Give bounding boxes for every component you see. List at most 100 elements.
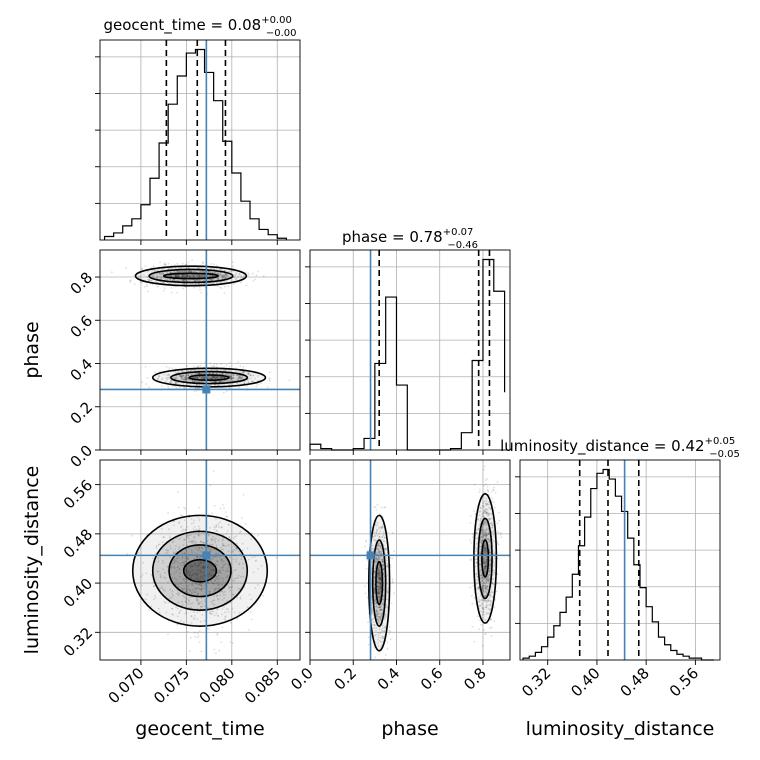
sample-point	[375, 556, 378, 559]
sample-point	[215, 376, 218, 378]
sample-point	[178, 593, 180, 595]
sample-point	[203, 274, 206, 277]
sample-point	[469, 586, 472, 589]
contour-line	[188, 374, 230, 381]
sample-point	[185, 275, 188, 278]
sample-point	[471, 602, 474, 605]
sample-point	[202, 375, 205, 378]
sample-point	[230, 377, 232, 380]
sample-point	[183, 279, 186, 282]
sample-point	[237, 378, 240, 381]
sample-point	[208, 377, 211, 380]
sample-point	[376, 575, 379, 577]
sample-point	[193, 540, 196, 542]
sample-point	[185, 581, 188, 584]
sample-point	[183, 519, 186, 522]
sample-point	[378, 615, 381, 618]
sample-point	[247, 381, 250, 384]
sample-point	[196, 266, 199, 269]
sample-point	[384, 549, 387, 552]
sample-point	[209, 380, 212, 383]
x-tick-label: 0.085	[241, 664, 284, 707]
sample-point	[381, 536, 384, 539]
sample-point	[203, 574, 206, 576]
sample-point	[187, 557, 190, 560]
sample-point	[182, 270, 185, 273]
sample-point	[238, 376, 240, 378]
sample-point	[216, 632, 219, 635]
sample-point	[148, 386, 150, 388]
sample-point	[156, 277, 159, 279]
sample-point	[222, 276, 224, 279]
sample-point	[380, 527, 383, 529]
sample-point	[199, 270, 202, 273]
sample-point	[377, 586, 379, 589]
sample-point	[213, 648, 216, 651]
sample-point	[389, 557, 392, 559]
sample-point	[185, 568, 188, 571]
sample-point	[192, 522, 195, 524]
x-axis-label-geocent-time: geocent_time	[135, 718, 264, 740]
sample-point	[211, 372, 214, 374]
sample-point	[180, 375, 183, 377]
sample-point	[182, 369, 184, 372]
sample-point	[177, 594, 180, 597]
sample-point	[500, 536, 503, 539]
sample-point	[158, 375, 160, 378]
histogram-phase	[309, 258, 506, 451]
sample-point	[182, 378, 185, 381]
sample-point	[377, 618, 380, 620]
sample-point	[207, 566, 209, 569]
sample-point	[192, 376, 195, 379]
sample-point	[378, 555, 380, 558]
sample-point	[248, 558, 251, 561]
sample-point	[214, 381, 217, 384]
sample-point	[210, 380, 213, 383]
sample-point	[240, 575, 243, 578]
sample-point	[226, 600, 228, 602]
sample-point	[488, 549, 491, 552]
sample-point	[496, 522, 499, 525]
sample-point	[376, 585, 379, 588]
sample-point	[379, 571, 381, 573]
sample-point	[223, 597, 226, 599]
sample-point	[186, 383, 188, 386]
sample-point	[167, 511, 170, 514]
sample-point	[216, 277, 218, 280]
sample-point	[373, 506, 376, 508]
sample-point	[379, 608, 382, 611]
sample-point	[215, 518, 217, 521]
sample-point	[200, 650, 203, 653]
sample-point	[379, 590, 382, 593]
sample-point	[483, 468, 485, 471]
sample-point	[240, 377, 243, 380]
sample-point	[373, 591, 376, 594]
sample-point	[380, 552, 383, 555]
sample-point	[487, 585, 489, 588]
sample-point	[378, 577, 380, 580]
sample-point	[221, 380, 224, 382]
sample-point	[482, 617, 484, 619]
sample-point	[212, 275, 214, 277]
sample-point	[167, 262, 170, 265]
sample-point	[209, 362, 212, 365]
sample-point	[188, 600, 191, 602]
sample-point	[145, 283, 148, 286]
sample-point	[173, 561, 176, 564]
sample-point	[158, 280, 161, 283]
sample-point	[150, 266, 153, 269]
sample-point	[184, 378, 187, 380]
sample-point	[173, 278, 176, 281]
sample-point	[377, 619, 380, 622]
sample-point	[191, 283, 194, 285]
sample-point	[373, 597, 376, 600]
sample-point	[209, 372, 212, 375]
sample-point	[216, 560, 219, 563]
sample-point	[200, 584, 203, 587]
sample-point	[252, 571, 255, 574]
sample-point	[158, 375, 161, 378]
sample-point	[391, 581, 394, 584]
sample-point	[198, 562, 201, 564]
sample-point	[227, 550, 230, 553]
sample-point	[376, 522, 379, 524]
